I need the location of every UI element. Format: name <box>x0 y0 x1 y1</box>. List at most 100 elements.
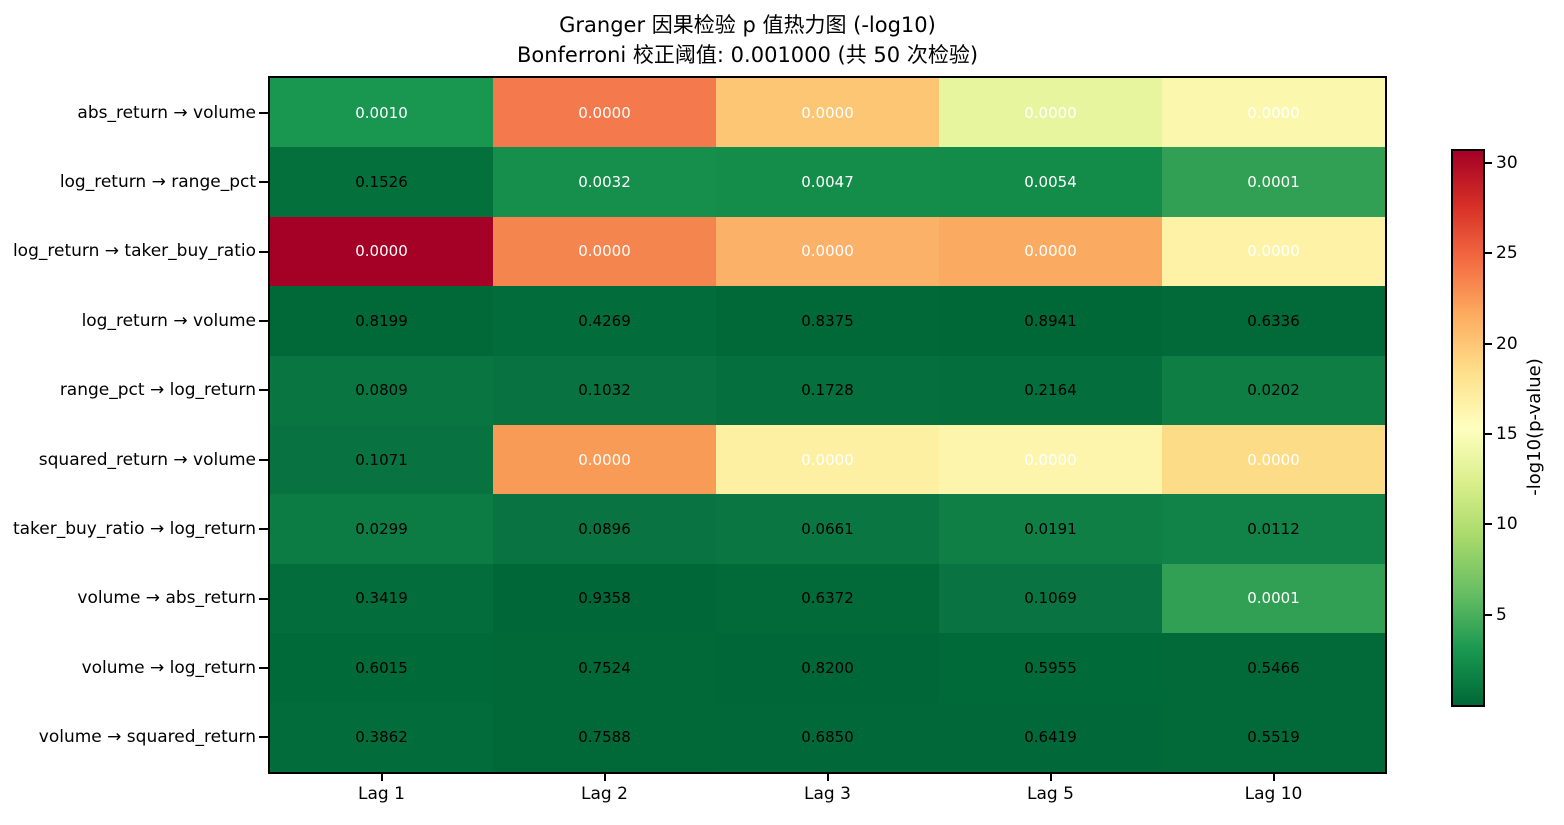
y-tick-label: volume → log_return <box>81 657 256 678</box>
heatmap-cell: 0.0000 <box>1162 78 1385 148</box>
heatmap-cell: 0.0010 <box>270 78 493 148</box>
colorbar-tick-mark <box>1485 161 1492 164</box>
colorbar-tick-label: 15 <box>1496 423 1518 444</box>
x-tick-label: Lag 10 <box>1244 784 1303 804</box>
heatmap-cell: 0.6419 <box>939 702 1162 772</box>
heatmap-cell: 0.7588 <box>493 702 716 772</box>
heatmap-cell: 0.1071 <box>270 425 493 495</box>
heatmap-cell: 0.0191 <box>939 494 1162 564</box>
y-tick-label: volume → abs_return <box>77 588 256 609</box>
chart-title: Granger 因果检验 p 值热力图 (-log10) <box>559 13 936 37</box>
heatmap-cell: 0.0000 <box>939 216 1162 287</box>
heatmap-cell: 0.7524 <box>493 633 716 703</box>
heatmap-cell: 0.8199 <box>270 286 493 356</box>
heatmap-cell: 0.0299 <box>270 494 493 564</box>
x-tick-mark <box>603 772 606 781</box>
heatmap-cell: 0.4269 <box>493 286 716 356</box>
heatmap-cell: 0.5519 <box>1162 702 1385 772</box>
y-tick-mark <box>259 319 268 322</box>
colorbar-tick-label: 10 <box>1496 514 1518 535</box>
heatmap-cell: 0.0000 <box>1162 216 1385 287</box>
heatmap-cell: 0.8200 <box>716 633 939 703</box>
x-tick-label: Lag 3 <box>804 784 851 804</box>
y-tick-label: log_return → range_pct <box>59 172 256 193</box>
colorbar <box>1451 149 1485 707</box>
y-tick-label: log_return → volume <box>81 310 256 331</box>
x-tick-label: Lag 1 <box>358 784 405 804</box>
y-tick-label: log_return → taker_buy_ratio <box>12 241 256 262</box>
heatmap-cell: 0.3419 <box>270 563 493 634</box>
colorbar-gradient <box>1453 151 1483 705</box>
heatmap-cell: 0.1032 <box>493 355 716 425</box>
heatmap-cell: 0.8941 <box>939 286 1162 356</box>
heatmap-frame: 0.0010 0.0000 0.0000 0.0000 0.0000 0.1526 0.00… <box>268 76 1387 774</box>
y-tick-mark <box>259 250 268 253</box>
heatmap-cell: 0.9358 <box>493 563 716 634</box>
colorbar-tick-mark <box>1485 523 1492 526</box>
x-tick-mark <box>1272 772 1275 781</box>
heatmap-cell: 0.0000 <box>939 425 1162 495</box>
heatmap-cell: 0.8375 <box>716 286 939 356</box>
y-tick-mark <box>259 111 268 114</box>
heatmap-cell: 0.0001 <box>1162 563 1385 634</box>
heatmap-cell: 0.1069 <box>939 563 1162 634</box>
chart-subtitle: Bonferroni 校正阈值: 0.001000 (共 50 次检验) <box>516 43 979 67</box>
heatmap-cell: 0.0112 <box>1162 494 1385 564</box>
y-tick-label: abs_return → volume <box>77 102 256 123</box>
y-tick-mark <box>259 736 268 739</box>
heatmap-cell: 0.6336 <box>1162 286 1385 356</box>
heatmap-cell: 0.1526 <box>270 147 493 217</box>
heatmap-cell: 0.6850 <box>716 702 939 772</box>
colorbar-tick-mark <box>1485 432 1492 435</box>
heatmap-cell: 0.0000 <box>939 78 1162 148</box>
y-tick-label: range_pct → log_return <box>59 380 256 401</box>
heatmap-cell: 0.0896 <box>493 494 716 564</box>
heatmap-cell: 0.6372 <box>716 563 939 634</box>
heatmap-cell: 0.0000 <box>716 78 939 148</box>
y-tick-label: volume → squared_return <box>38 727 256 748</box>
x-tick-label: Lag 5 <box>1027 784 1074 804</box>
y-tick-mark <box>259 597 268 600</box>
heatmap-cell: 0.0054 <box>939 147 1162 217</box>
heatmap-cell: 0.0047 <box>716 147 939 217</box>
heatmap-cell: 0.1728 <box>716 355 939 425</box>
y-tick-mark <box>259 181 268 184</box>
heatmap-cell: 0.3862 <box>270 702 493 772</box>
colorbar-axis-label: -log10(p-value) <box>1524 358 1545 496</box>
x-tick-mark <box>826 772 829 781</box>
colorbar-tick-label: 5 <box>1496 604 1507 625</box>
heatmap-cell: 0.0202 <box>1162 355 1385 425</box>
heatmap-cell: 0.0000 <box>1162 425 1385 495</box>
y-tick-label: taker_buy_ratio → log_return <box>12 519 256 540</box>
y-tick-mark <box>259 528 268 531</box>
colorbar-tick-mark <box>1485 613 1492 616</box>
heatmap-cell: 0.0000 <box>493 425 716 495</box>
x-tick-mark <box>380 772 383 781</box>
colorbar-tick-mark <box>1485 252 1492 255</box>
heatmap-cell: 0.5466 <box>1162 633 1385 703</box>
colorbar-tick-label: 30 <box>1496 152 1518 173</box>
y-tick-mark <box>259 458 268 461</box>
heatmap-cell: 0.0000 <box>716 216 939 287</box>
heatmap-grid: 0.0010 0.0000 0.0000 0.0000 0.0000 0.1526 0.00… <box>270 78 1385 772</box>
heatmap-cell: 0.0032 <box>493 147 716 217</box>
y-tick-mark <box>259 389 268 392</box>
heatmap-cell: 0.0661 <box>716 494 939 564</box>
heatmap-cell: 0.0001 <box>1162 147 1385 217</box>
x-tick-label: Lag 2 <box>581 784 628 804</box>
x-tick-mark <box>1049 772 1052 781</box>
colorbar-tick-label: 25 <box>1496 243 1518 264</box>
heatmap-cell: 0.0000 <box>270 216 493 287</box>
heatmap-cell: 0.2164 <box>939 355 1162 425</box>
y-tick-label: squared_return → volume <box>38 449 256 470</box>
heatmap-cell: 0.0809 <box>270 355 493 425</box>
y-tick-mark <box>259 666 268 669</box>
heatmap-cell: 0.6015 <box>270 633 493 703</box>
colorbar-tick-mark <box>1485 342 1492 345</box>
heatmap-cell: 0.0000 <box>716 425 939 495</box>
chart-title-block: Granger 因果检验 p 值热力图 (-log10) Bonferroni … <box>0 10 1495 70</box>
heatmap-cell: 0.5955 <box>939 633 1162 703</box>
heatmap-cell: 0.0000 <box>493 78 716 148</box>
heatmap-cell: 0.0000 <box>493 216 716 287</box>
